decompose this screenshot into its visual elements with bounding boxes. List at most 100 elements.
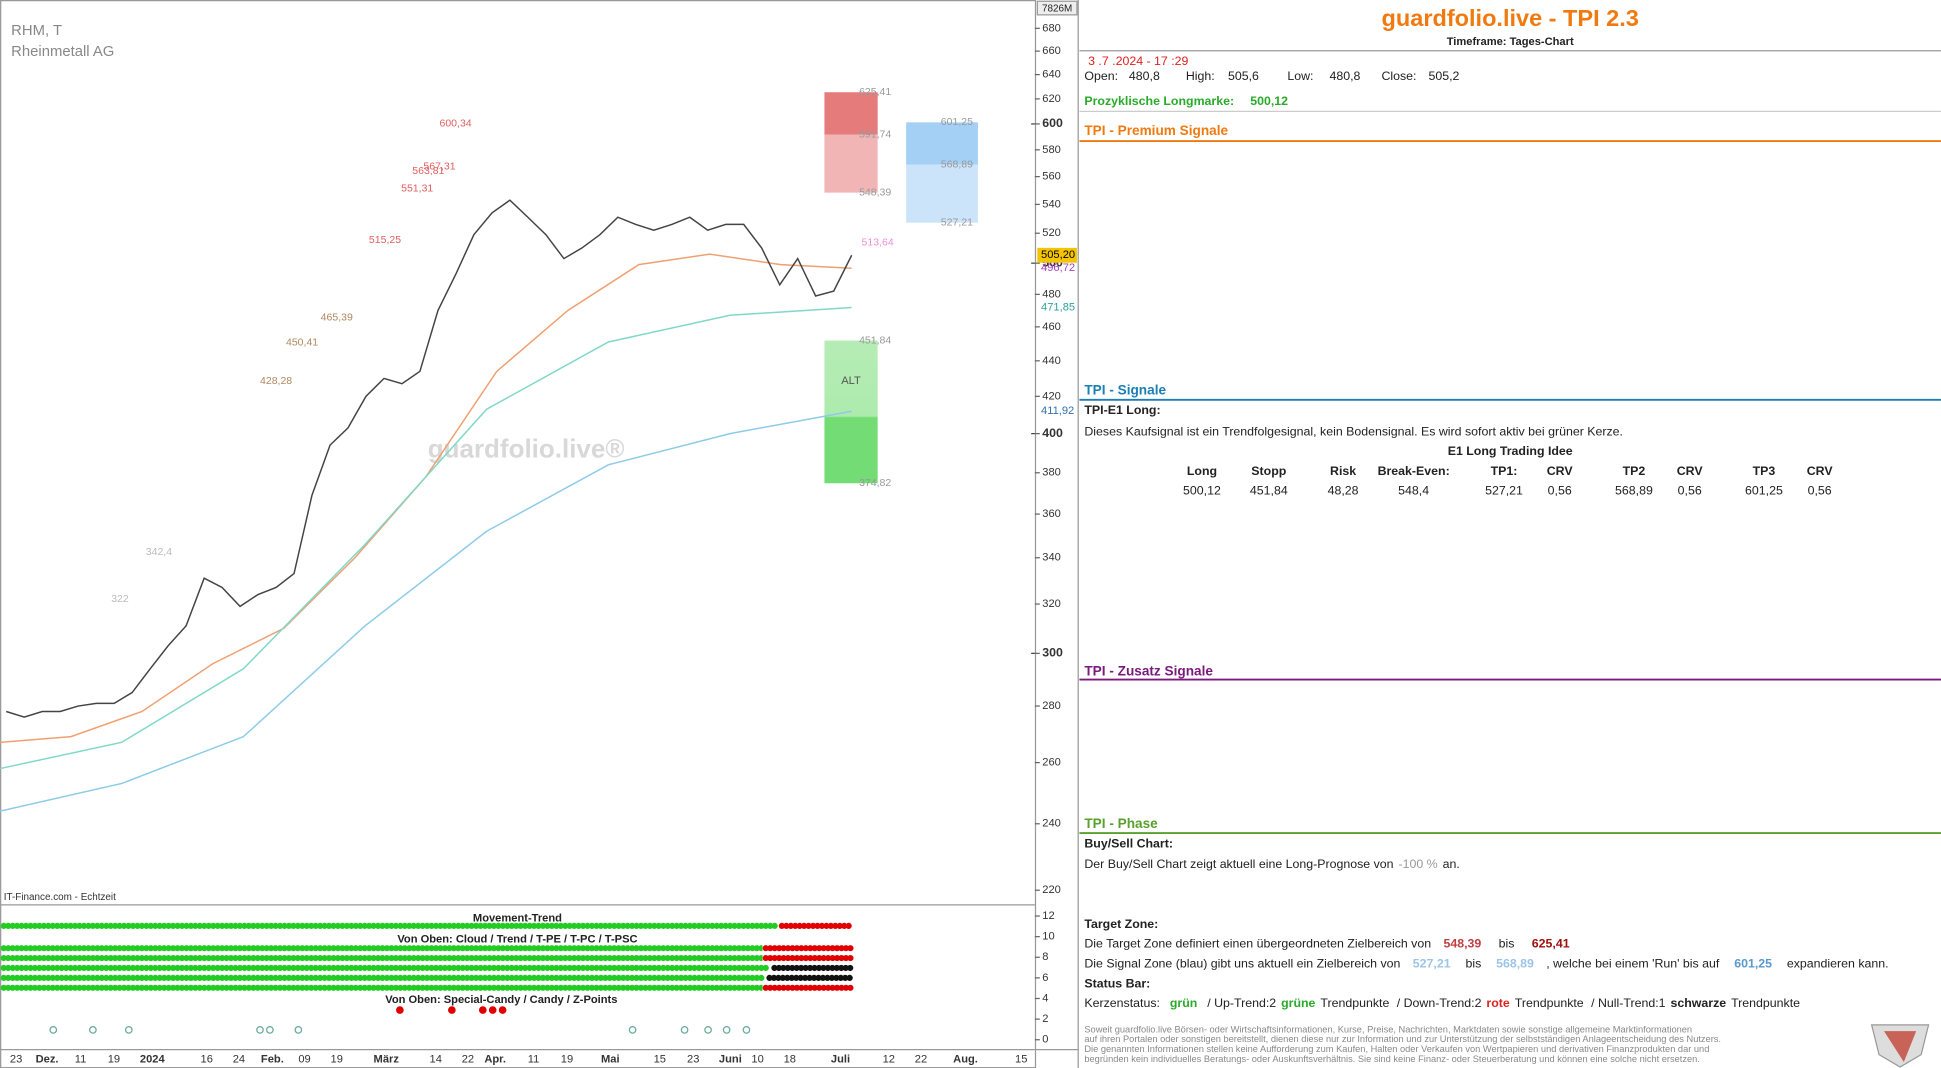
z-point [49,1026,58,1034]
z-point [294,1026,303,1034]
idea-table: Long 500,12 Stopp 451,84 Risk 48,28 Break-Even… [1183,464,1833,498]
zone-label: 374,82 [859,477,891,489]
annotation: 567,31 [423,160,455,172]
x-tick-label: 12 [883,1054,895,1066]
text: an. [1443,858,1460,872]
y-tick-label: 660 [1042,45,1061,57]
table-header: Break-Even: [1378,464,1450,478]
annotation: 600,34 [439,117,471,129]
z-point [266,1026,274,1034]
y-tick-label: 300 [1042,646,1063,660]
x-tick-label: 11 [75,1054,87,1066]
price-line [6,199,853,718]
text: Kerzenstatus: [1084,996,1160,1010]
z-point [498,1006,507,1014]
longmark-label: Prozyklische Longmarke: [1084,94,1234,108]
text: Die Signal Zone (blau) gibt uns aktuell … [1084,957,1400,971]
table-header: CRV [1547,464,1574,478]
timeframe: Timeframe: Tages-Chart [1447,36,1574,48]
y-tick-label: 600 [1042,116,1063,130]
x-tick-label: 18 [784,1054,796,1066]
table-cell: 0,56 [1548,484,1572,498]
text: grüne [1281,996,1315,1010]
x-tick-label: März [374,1054,400,1066]
x-tick-label: 2024 [140,1054,166,1066]
low-label: Low: [1287,69,1313,83]
table-header: TP3 [1753,464,1776,478]
section-title: TPI - Premium Signale [1084,123,1228,138]
tpi-panel: guardfolio.live - TPI 2.3 Timeframe: Tag… [1079,5,1941,1068]
table-header: TP2 [1623,464,1646,478]
last-value-label: 471,85 [1041,301,1075,313]
indicator-row-label: Von Oben: Cloud / Trend / T-PE / T-PC / … [397,933,637,945]
y-tick-label: 340 [1042,552,1061,564]
watermark: guardfolio.live® [428,433,625,463]
table-header: Long [1187,464,1217,478]
y-tick-label: 280 [1042,700,1061,712]
indicator-lower-label: Von Oben: Special-Candy / Candy / Z-Poin… [385,994,617,1006]
indicator-tick-label: 2 [1042,1013,1048,1025]
zone-label: 451,84 [859,334,891,346]
text: Der Buy/Sell Chart zeigt aktuell eine Lo… [1084,858,1393,872]
text: 568,89 [1496,957,1534,971]
zone-label: 527,21 [941,216,973,228]
x-tick-label: Juli [831,1054,850,1066]
y-tick-label: 480 [1042,288,1061,300]
x-tick-label: 16 [201,1054,213,1066]
last-value-label: 496,72 [1041,262,1075,274]
section-title: TPI - Phase [1084,816,1158,831]
zone [824,92,878,135]
x-tick-label: 19 [108,1054,120,1066]
indicator-tick-label: 8 [1042,951,1048,963]
timestamp: 3 .7 .2024 - 17 :29 [1088,54,1188,68]
instrument-name: Rheinmetall AG [11,44,114,60]
status-title: Status Bar: [1084,976,1150,990]
section-title: TPI - Signale [1084,383,1166,398]
y-tick-label: 620 [1042,93,1061,105]
open-label: Open: [1084,69,1118,83]
x-tick-label: Aug. [953,1054,978,1066]
y-tick-label: 420 [1042,390,1061,402]
text: 548,39 [1444,937,1482,951]
text: grün [1170,996,1197,1010]
moving-average [0,306,852,770]
disclaimer: begründen kein individuelles Beratungs- … [1084,1054,1700,1064]
table-cell: 451,84 [1250,484,1288,498]
idea-title: E1 Long Trading Idee [1448,444,1573,458]
annotation: 551,31 [401,182,433,194]
zone-label: 591,74 [859,128,891,140]
table-cell: 0,56 [1808,484,1832,498]
close-value: 505,2 [1428,69,1459,83]
z-point [478,1006,487,1014]
x-tick-label: Juni [719,1054,742,1066]
text: Die Target Zone definiert einen übergeor… [1084,937,1431,951]
disclaimer: Soweit guardfolio.live Börsen- oder Wirt… [1084,1024,1692,1034]
volume-box [1036,0,1078,16]
text: / Down-Trend:2 [1397,996,1482,1010]
z-point [396,1006,404,1014]
annotation: 322 [111,593,129,605]
text: 527,21 [1413,957,1451,971]
symbol: RHM, T [11,23,62,39]
x-tick-label: 24 [233,1054,245,1066]
zone [906,122,978,165]
x-tick-label: 22 [462,1054,474,1066]
zone [824,134,878,193]
table-header: CRV [1807,464,1834,478]
table-cell: 500,12 [1183,484,1221,498]
x-tick-label: 14 [430,1054,442,1066]
x-tick-label: 15 [654,1054,666,1066]
zone-tag: ALT [841,375,861,387]
x-tick-label: 19 [561,1054,573,1066]
annotation: 342,4 [146,546,172,558]
table-cell: 548,4 [1398,484,1429,498]
y-tick-label: 560 [1042,171,1061,183]
zone-label: 601,25 [941,116,973,128]
x-tick-label: 09 [298,1054,310,1066]
status-line: Kerzenstatus: grün / Up-Trend:2 grüne Trendp… [1084,996,1800,1010]
annotation: 428,28 [260,375,292,387]
y-tick-label: 460 [1042,321,1061,333]
z-point [89,1026,97,1034]
zone-label: 568,89 [941,158,973,170]
annotation: 450,41 [286,337,318,349]
